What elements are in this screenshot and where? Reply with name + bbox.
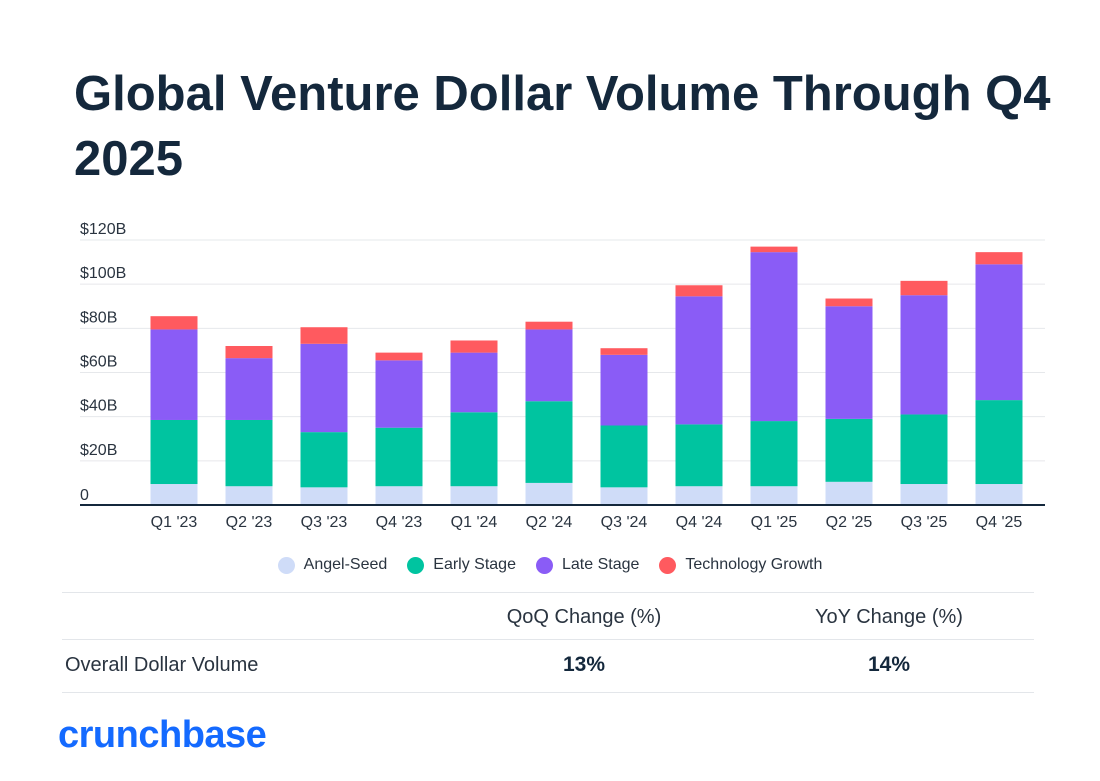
bar-segment-technology-growth: [675, 285, 723, 297]
bar-segment-angel-seed: [825, 481, 873, 505]
bar-segment-technology-growth: [450, 340, 498, 353]
yoy-header: YoY Change (%): [815, 606, 963, 628]
bar-segment-technology-growth: [300, 327, 348, 344]
bar-segment-angel-seed: [525, 482, 573, 505]
y-tick-label: $120B: [80, 221, 126, 238]
x-tick-label: Q1 '25: [751, 514, 798, 531]
bar-segment-angel-seed: [450, 486, 498, 505]
bar-segment-early-stage: [450, 412, 498, 487]
stats-header-row: QoQ Change (%) YoY Change (%): [62, 592, 1034, 639]
change-stats-table: QoQ Change (%) YoY Change (%) Overall Do…: [62, 592, 1034, 693]
y-tick-label: 0: [80, 487, 89, 504]
yoy-value: 14%: [867, 653, 911, 676]
bar-segment-early-stage: [150, 419, 198, 485]
bar-segment-late-stage: [675, 296, 723, 425]
legend-item-angel-seed: Angel-Seed: [277, 556, 388, 574]
bar-segment-early-stage: [375, 427, 423, 487]
legend-item-early-stage: Early Stage: [407, 556, 516, 574]
x-tick-label: Q4 '23: [376, 514, 423, 531]
legend-item-late-stage: Late Stage: [535, 556, 640, 574]
legend-swatch-early-stage: [407, 556, 425, 574]
bar-segment-early-stage: [900, 414, 948, 485]
chart-legend: Angel-Seed Early Stage Late Stage Techno…: [0, 556, 1100, 574]
metric-label: Overall Dollar Volume: [65, 654, 259, 676]
bar-segment-technology-growth: [375, 352, 423, 361]
bar-segment-technology-growth: [150, 316, 198, 330]
legend-label: Late Stage: [561, 556, 640, 573]
x-tick-label: Q2 '24: [526, 514, 573, 531]
bar-segment-late-stage: [825, 306, 873, 419]
x-tick-label: Q3 '24: [601, 514, 648, 531]
qoq-value: 13%: [562, 653, 606, 676]
bar-segment-late-stage: [750, 252, 798, 422]
legend-label: Angel-Seed: [303, 556, 388, 573]
bar-segment-late-stage: [375, 360, 423, 428]
x-tick-label: Q3 '23: [301, 514, 348, 531]
y-tick-label: $20B: [80, 442, 117, 459]
bar-segment-late-stage: [975, 264, 1023, 401]
bar-segment-late-stage: [300, 343, 348, 433]
bar-segment-early-stage: [825, 418, 873, 482]
x-tick-label: Q3 '25: [901, 514, 948, 531]
bar-segment-early-stage: [975, 400, 1023, 485]
bar-segment-late-stage: [600, 354, 648, 426]
bar-segment-technology-growth: [600, 348, 648, 355]
bar-segment-angel-seed: [675, 486, 723, 505]
bar-segment-angel-seed: [975, 484, 1023, 505]
y-tick-label: $80B: [80, 309, 117, 326]
bar-segment-late-stage: [525, 329, 573, 402]
bar-segment-early-stage: [675, 424, 723, 487]
stats-row: Overall Dollar Volume 13% 14%: [62, 639, 1034, 693]
bar-segment-early-stage: [225, 419, 273, 487]
legend-item-technology-growth: Technology Growth: [659, 556, 822, 574]
bar-segment-angel-seed: [150, 484, 198, 505]
bar-segment-technology-growth: [525, 321, 573, 330]
bar-segment-technology-growth: [750, 246, 798, 253]
bar-segment-angel-seed: [750, 486, 798, 505]
x-tick-label: Q2 '23: [226, 514, 273, 531]
crunchbase-logo: crunchbase: [58, 714, 267, 756]
y-tick-label: $40B: [80, 398, 117, 415]
bar-segment-late-stage: [450, 352, 498, 413]
legend-swatch-technology-growth: [659, 556, 677, 574]
legend-swatch-angel-seed: [277, 556, 295, 574]
legend-label: Early Stage: [433, 556, 516, 573]
x-tick-label: Q1 '24: [451, 514, 498, 531]
page-title: Global Venture Dollar Volume Through Q4 …: [74, 67, 1051, 186]
bar-segment-late-stage: [225, 358, 273, 420]
bar-segment-early-stage: [600, 425, 648, 488]
bar-segment-early-stage: [525, 401, 573, 483]
bar-segment-late-stage: [900, 295, 948, 415]
legend-swatch-late-stage: [535, 556, 553, 574]
bar-segment-early-stage: [300, 432, 348, 488]
x-tick-label: Q2 '25: [826, 514, 873, 531]
bar-segment-early-stage: [750, 421, 798, 487]
bar-segment-angel-seed: [225, 486, 273, 505]
stacked-bar-chart: 0 $20B $40B $60B $80B $100B $120B Q1 '23 Q2 '23 Q…: [80, 221, 1045, 531]
bar-segment-late-stage: [150, 329, 198, 420]
bar-segment-technology-growth: [900, 280, 948, 296]
x-tick-label: Q1 '23: [151, 514, 198, 531]
x-tick-label: Q4 '25: [976, 514, 1023, 531]
y-tick-label: $100B: [80, 265, 126, 282]
bar-segment-technology-growth: [825, 298, 873, 307]
bar-segment-technology-growth: [225, 346, 273, 359]
bar-segment-technology-growth: [975, 252, 1023, 265]
bar-segment-angel-seed: [300, 487, 348, 505]
bar-segment-angel-seed: [900, 484, 948, 505]
bar-segment-angel-seed: [600, 487, 648, 505]
legend-label: Technology Growth: [685, 556, 823, 573]
qoq-header: QoQ Change (%): [506, 606, 662, 628]
bar-segment-angel-seed: [375, 486, 423, 505]
x-tick-label: Q4 '24: [676, 514, 723, 531]
y-tick-label: $60B: [80, 354, 117, 371]
